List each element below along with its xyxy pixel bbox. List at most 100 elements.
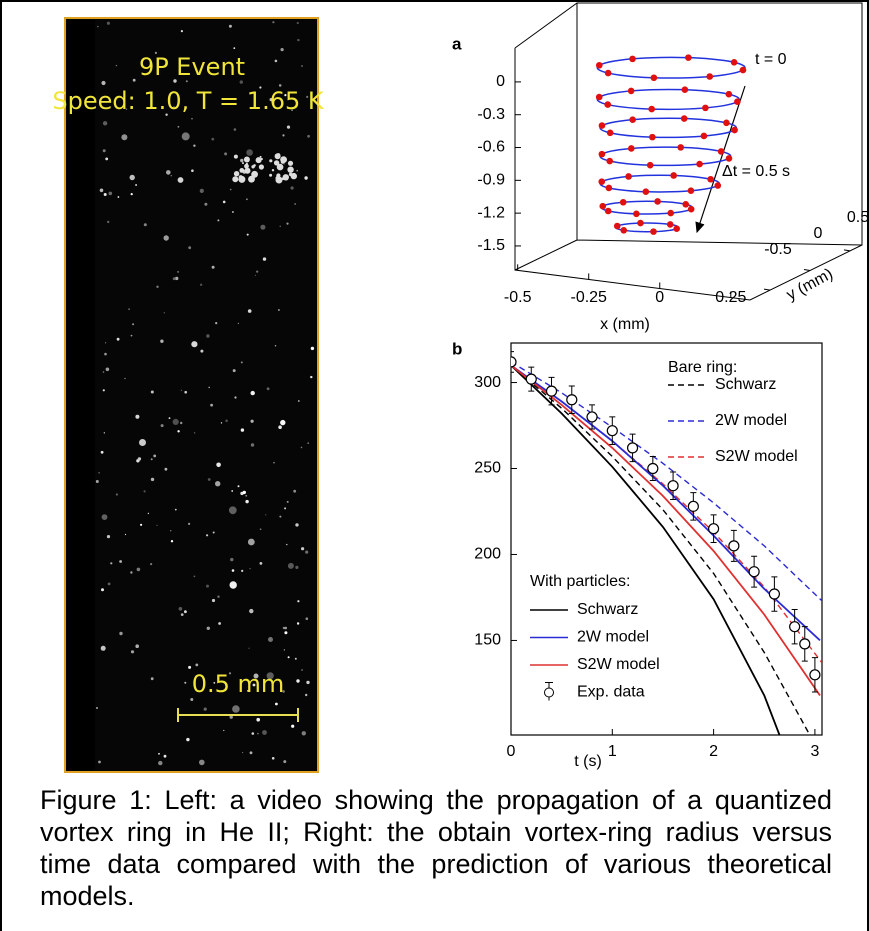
speckle <box>172 277 176 281</box>
y-tick-label: 0.5 <box>847 209 869 226</box>
speckle <box>154 51 157 55</box>
speckle <box>301 547 305 551</box>
speckle <box>141 62 143 65</box>
speckle <box>228 24 232 28</box>
error-bar <box>511 351 514 373</box>
speckle <box>259 528 262 530</box>
vortex-ring <box>599 117 738 139</box>
speckle <box>274 153 281 160</box>
ring-dot <box>633 210 640 218</box>
legend-label: Schwarz <box>577 601 638 618</box>
ring-dot <box>725 90 733 98</box>
ring-dot <box>714 182 722 189</box>
ring-dot <box>619 198 627 206</box>
speckle <box>95 480 99 483</box>
speckle <box>282 690 285 693</box>
speckle <box>200 349 204 353</box>
speckle <box>282 134 285 137</box>
speckle <box>135 644 139 648</box>
time-arrow <box>695 85 746 234</box>
speckle <box>107 582 111 586</box>
speckle <box>150 677 154 681</box>
speckle <box>300 446 303 449</box>
speckle <box>310 346 315 351</box>
speckle <box>232 369 236 373</box>
speckle <box>237 322 240 325</box>
ring-dot <box>598 178 606 185</box>
data-point <box>768 588 780 600</box>
speckle <box>102 149 106 153</box>
speckle <box>269 159 273 163</box>
speckle <box>278 425 282 430</box>
speckle <box>173 106 175 108</box>
speckle <box>103 432 105 434</box>
speckle <box>256 270 259 273</box>
speckle <box>121 134 128 141</box>
speckle <box>206 584 209 588</box>
model-line <box>511 364 811 735</box>
speckle <box>278 84 282 87</box>
speckle <box>177 125 180 128</box>
ring-dot <box>723 119 730 127</box>
speckle <box>287 656 290 659</box>
ring-dot <box>739 66 747 74</box>
speckle <box>273 160 280 166</box>
speckle <box>103 193 107 196</box>
x-tick-label: -0.5 <box>504 289 532 306</box>
ring-dot <box>670 172 677 179</box>
ring-dot <box>681 86 689 94</box>
speckle <box>287 166 294 173</box>
speckle <box>274 345 277 347</box>
ring-dot <box>667 209 675 217</box>
x-tick-label: -0.25 <box>570 289 607 306</box>
data-point <box>809 669 821 681</box>
ring-dot <box>648 105 655 113</box>
data-point <box>647 462 659 475</box>
speckle <box>193 575 196 578</box>
speckle <box>216 462 221 468</box>
speckle <box>241 569 244 573</box>
speckle <box>271 98 274 102</box>
x-tick-label: 0 <box>507 743 516 760</box>
ring-dot <box>654 198 661 205</box>
speckle <box>184 610 187 614</box>
speckle <box>297 38 300 42</box>
speckle <box>124 377 126 380</box>
speckle <box>101 588 104 592</box>
speckle <box>259 155 262 158</box>
speckle <box>238 175 246 183</box>
annotation: Δt = 0.5 s <box>722 163 790 180</box>
z-tick-label: -0.9 <box>477 172 505 189</box>
ring-dot <box>598 122 606 129</box>
speckle <box>257 157 261 161</box>
speckle <box>102 121 108 126</box>
speckle <box>279 515 282 518</box>
speckle <box>244 167 251 174</box>
data-point <box>687 500 699 512</box>
speckle <box>98 472 100 474</box>
speckle <box>115 64 118 67</box>
speckle <box>247 309 252 313</box>
plot-area <box>511 351 822 735</box>
speckle <box>184 390 187 394</box>
video-title: 9P Event <box>139 53 245 81</box>
y-tick <box>843 249 851 252</box>
z-tick-label: -0.3 <box>477 106 505 123</box>
speckle <box>135 184 138 186</box>
ring-dot <box>605 184 613 192</box>
speckle <box>206 334 210 338</box>
speckle <box>229 715 233 719</box>
speckle <box>199 188 204 193</box>
speckle <box>259 562 263 565</box>
ring-dot <box>595 61 603 69</box>
ring-dot <box>731 126 738 134</box>
speckle <box>287 562 294 569</box>
speckle <box>180 389 183 392</box>
ring-dot <box>650 74 658 82</box>
speckle <box>271 757 275 760</box>
speckle <box>130 571 133 574</box>
speckle <box>180 613 184 616</box>
speckle <box>294 203 296 205</box>
speckle <box>307 442 310 444</box>
speckle <box>225 419 228 423</box>
